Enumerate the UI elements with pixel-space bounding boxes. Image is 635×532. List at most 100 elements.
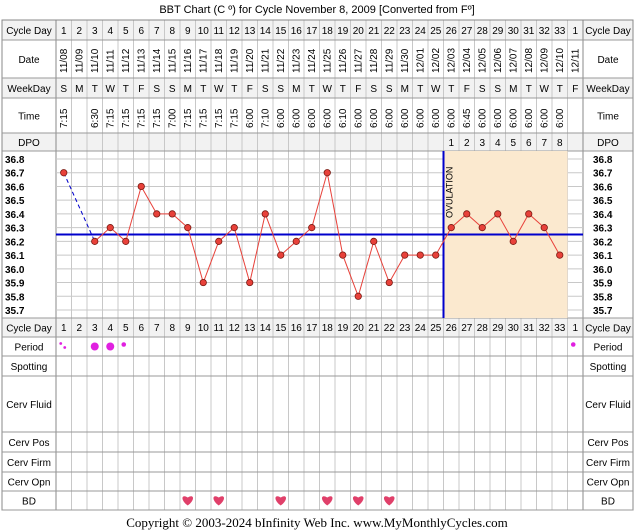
y-tick-label-left: 36.8 <box>5 155 25 166</box>
y-tick-label-left: 36.7 <box>5 169 25 180</box>
time-label: 6:00 <box>369 108 380 128</box>
row-bg-cycle_bot <box>2 318 633 337</box>
row-label-left-firm: Cerv Firm <box>7 458 51 469</box>
row-label-left-cycle_bot: Cycle Day <box>6 324 52 335</box>
temp-line-segment <box>264 213 282 256</box>
y-tick-label-left: 36.5 <box>5 196 25 207</box>
weekday-label: M <box>75 84 83 95</box>
temp-point <box>385 278 393 287</box>
cycle-day-top: 18 <box>322 26 334 37</box>
row-label-right-firm: Cerv Firm <box>586 458 630 469</box>
cycle-day-top: 3 <box>92 26 98 37</box>
cycle-day-top: 11 <box>214 26 225 37</box>
temp-point <box>60 169 68 177</box>
cycle-day-bottom: 28 <box>477 323 489 334</box>
cycle-day-bottom: 27 <box>461 323 473 334</box>
row-label-right-spotting: Spotting <box>590 362 627 373</box>
cycle-day-top: 23 <box>399 26 411 37</box>
weekday-label: W <box>106 84 116 95</box>
temp-point <box>509 237 517 245</box>
row-label-right-weekday: WeekDay <box>586 84 629 95</box>
temp-point <box>370 237 378 245</box>
cycle-day-bottom: 4 <box>107 323 113 334</box>
period-heavy-dot <box>106 342 115 351</box>
time-label: 7:15 <box>229 108 240 128</box>
cycle-day-bottom: 22 <box>384 323 396 334</box>
cycle-day-top: 26 <box>446 26 458 37</box>
row-label-left-weekday: WeekDay <box>7 84 50 95</box>
period-spot-dot <box>59 342 63 345</box>
cycle-day-top: 16 <box>291 26 303 37</box>
period-light-dot <box>570 342 576 347</box>
weekday-label: S <box>370 84 377 95</box>
weekday-label: W <box>431 84 441 95</box>
temp-point <box>540 224 548 232</box>
time-label: 6:00 <box>446 108 457 128</box>
y-tick-label-right: 36.7 <box>593 169 613 180</box>
date-label: 11/10 <box>90 48 101 73</box>
time-label: 6:00 <box>431 108 442 128</box>
date-label: 12/09 <box>539 48 550 73</box>
weekday-label: T <box>557 84 563 95</box>
cycle-day-bottom: 13 <box>244 323 256 334</box>
bd-heart-icon <box>383 496 395 506</box>
cycle-day-bottom: 5 <box>123 323 129 334</box>
bd-heart-icon <box>275 496 287 506</box>
temp-point <box>230 224 238 232</box>
cycle-day-bottom: 2 <box>76 323 82 334</box>
temp-point <box>153 210 161 218</box>
y-tick-label-right: 36.0 <box>593 265 613 276</box>
temp-line-segment <box>357 241 375 297</box>
weekday-label: W <box>540 84 550 95</box>
time-label: 7:15 <box>59 108 70 128</box>
date-label: 11/11 <box>105 49 116 73</box>
temp-line-segment <box>388 254 406 283</box>
y-tick-label-left: 36.6 <box>5 182 25 193</box>
y-tick-label-right: 36.3 <box>593 224 613 235</box>
time-label: 6:00 <box>353 108 364 128</box>
date-label: 11/09 <box>74 48 85 73</box>
date-label: 12/06 <box>493 48 504 73</box>
row-label-right-dpo: DPO <box>597 138 619 149</box>
dpo-label: 6 <box>526 138 532 149</box>
weekday-label: T <box>340 84 346 95</box>
date-label: 11/23 <box>291 48 302 73</box>
time-label: 6:00 <box>400 108 411 128</box>
temp-point <box>323 169 331 177</box>
date-label: 11/16 <box>183 48 194 73</box>
date-label: 11/29 <box>384 48 395 73</box>
cycle-day-top: 17 <box>306 26 318 37</box>
temp-line-segment <box>497 213 514 242</box>
cycle-day-top: 9 <box>185 26 191 37</box>
weekday-label: M <box>401 84 409 95</box>
temp-line-segment <box>125 186 142 242</box>
ovulation-label: OVULATION <box>445 167 455 218</box>
row-label-left-bd: BD <box>22 497 36 508</box>
cycle-day-bottom: 6 <box>138 323 144 334</box>
temp-line-segment <box>233 227 251 283</box>
row-label-left-time: Time <box>18 112 40 123</box>
weekday-label: S <box>494 84 501 95</box>
time-label: 7:15 <box>198 108 209 128</box>
cycle-day-top: 15 <box>275 26 287 37</box>
row-label-left-cycle_top: Cycle Day <box>6 26 52 37</box>
temperature-lines <box>56 151 583 506</box>
weekday-label: F <box>355 84 361 95</box>
y-tick-label-left: 35.8 <box>5 292 25 303</box>
y-tick-label-left: 36.1 <box>5 251 25 262</box>
chart-labels: 36.8 36.8 36.7 36.7 36.6 36.6 36.5 36.5 36.4 36.4… <box>5 26 631 508</box>
cycle-day-top: 2 <box>76 26 82 37</box>
row-label-right-fluid: Cerv Fluid <box>585 400 631 411</box>
row-label-right-cycle_bot: Cycle Day <box>585 324 631 335</box>
cycle-day-bottom: 7 <box>154 323 160 334</box>
date-label: 11/20 <box>245 48 256 73</box>
cycle-day-top: 1 <box>61 26 67 37</box>
temp-line-segment <box>202 241 220 283</box>
cycle-day-top: 20 <box>353 26 365 37</box>
temp-point <box>463 210 471 218</box>
temp-point <box>556 251 564 259</box>
footer-copyright[interactable]: Copyright © 2003-2024 bInfinity Web Inc.… <box>126 515 507 530</box>
cycle-day-bottom: 9 <box>185 323 191 334</box>
date-label: 12/11 <box>570 48 581 73</box>
